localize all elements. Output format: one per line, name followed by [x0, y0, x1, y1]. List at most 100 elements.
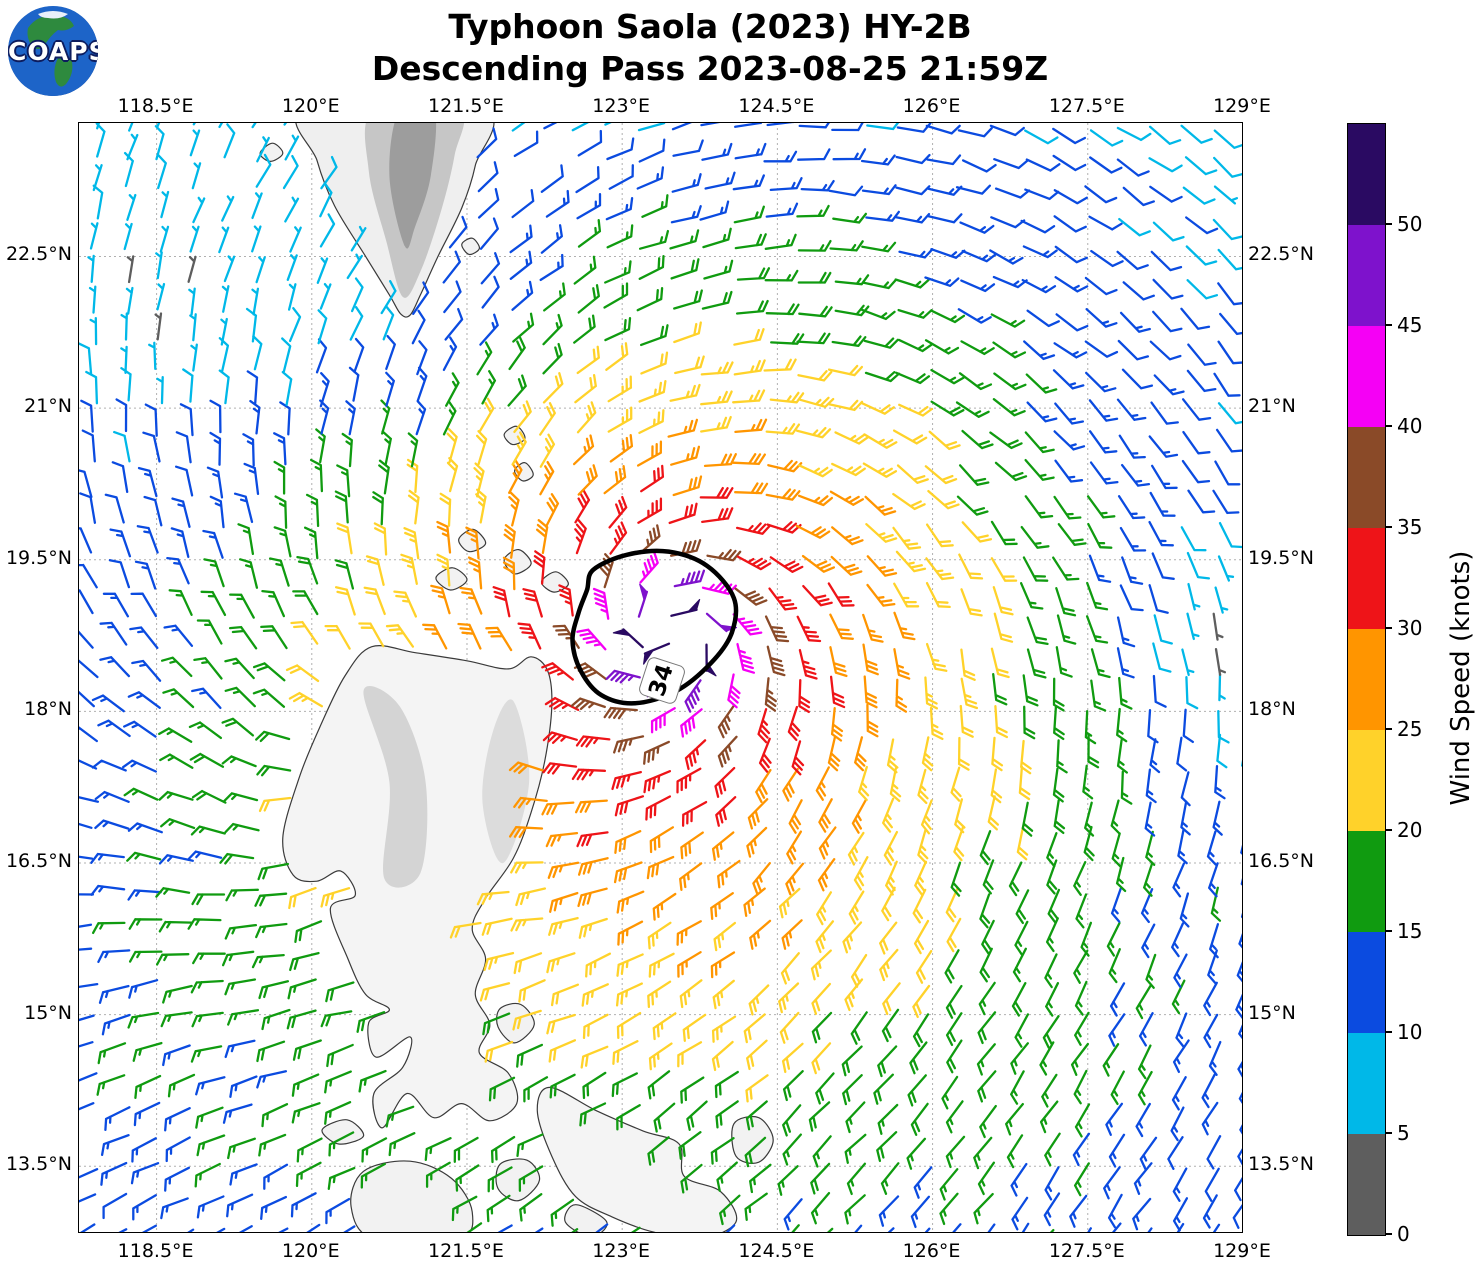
wind-barb	[479, 217, 499, 250]
wind-barb	[992, 275, 1028, 289]
wind-barb	[1039, 1041, 1055, 1076]
wind-barb	[710, 951, 736, 979]
wind-barb	[684, 739, 707, 771]
wind-barb	[1214, 764, 1226, 800]
wind-barb	[764, 677, 777, 712]
wind-barb	[360, 1162, 386, 1189]
wind-barb	[1116, 616, 1136, 648]
wind-barb	[482, 1012, 511, 1036]
wind-barb	[100, 1161, 128, 1186]
wind-barb	[260, 625, 288, 650]
wind-barb	[946, 1039, 963, 1074]
wind-barb	[910, 1195, 931, 1229]
wind-barb	[582, 1013, 609, 1040]
wind-barb	[325, 981, 355, 1003]
wind-barb	[672, 475, 703, 497]
wind-barb	[249, 399, 261, 435]
wind-barb	[223, 255, 236, 283]
wind-barb	[1118, 434, 1146, 459]
wind-barb	[1073, 1069, 1088, 1105]
wind-barb	[640, 351, 669, 375]
lat-tick-left: 22.5°N	[5, 243, 72, 266]
wind-barb	[480, 252, 501, 285]
wind-barb	[1172, 1167, 1188, 1202]
wind-barb	[701, 290, 733, 310]
wind-barb	[710, 892, 734, 921]
wind-barb	[444, 307, 464, 341]
wind-barb	[1052, 767, 1065, 803]
wind-barb	[791, 1224, 800, 1232]
wind-barb	[513, 952, 543, 975]
colorbar-tick	[1385, 627, 1392, 629]
wind-barb	[79, 796, 100, 803]
wind-barb	[416, 340, 428, 376]
wind-barb	[508, 336, 526, 371]
wind-barb	[273, 432, 287, 466]
wind-barb	[282, 154, 299, 190]
wind-barb	[862, 643, 879, 676]
wind-barb	[992, 586, 1014, 616]
wind-barb	[350, 225, 367, 252]
wind-barb	[768, 587, 798, 611]
wind-barb	[442, 250, 461, 284]
wind-barb	[159, 225, 170, 253]
wind-barb	[744, 1136, 767, 1168]
wind-barb	[812, 1135, 832, 1168]
wind-barb	[765, 423, 801, 435]
wind-barb	[647, 1070, 671, 1100]
wind-barb	[1148, 125, 1182, 145]
wind-barb	[606, 224, 634, 249]
wind-barb	[290, 1192, 317, 1218]
wind-barb	[747, 798, 769, 830]
lon-tick-top: 124.5°E	[738, 95, 815, 117]
wind-barb	[1217, 555, 1235, 582]
wind-barb	[191, 789, 227, 804]
lon-tick-bottom: 120°E	[281, 1240, 340, 1262]
wind-barb	[945, 1012, 963, 1047]
wind-barb	[1149, 340, 1182, 361]
wind-barb	[281, 337, 292, 373]
wind-barb	[154, 312, 163, 341]
wind-barb	[639, 324, 669, 347]
wind-barb	[1186, 551, 1211, 580]
wind-barb	[1170, 1106, 1185, 1142]
wind-barb	[154, 125, 165, 161]
wind-barb	[518, 1165, 544, 1192]
wind-barb	[613, 735, 645, 754]
wind-barb	[1014, 1013, 1030, 1048]
wind-barb	[79, 893, 95, 896]
wind-barb	[1024, 458, 1055, 481]
wind-barb	[286, 1009, 317, 1030]
wind-barb	[1020, 525, 1050, 549]
wind-barb	[403, 527, 420, 560]
wind-barb	[991, 736, 1004, 772]
wind-barb	[273, 526, 292, 558]
wind-barb	[1042, 1015, 1060, 1049]
colorbar-tick	[1385, 324, 1392, 326]
wind-barb	[1135, 984, 1152, 1020]
wind-barb	[829, 675, 846, 709]
wind-barb	[673, 569, 706, 588]
wind-barb	[509, 224, 533, 254]
wind-barb	[192, 123, 196, 126]
wind-barb	[484, 1040, 514, 1063]
land-taiwan-ridge	[389, 123, 437, 249]
wind-barb	[190, 343, 198, 372]
wind-barb	[127, 889, 162, 901]
wind-barb	[1073, 861, 1087, 896]
wind-barb	[222, 1103, 253, 1124]
wind-barb	[746, 826, 768, 858]
wind-barb	[863, 675, 878, 709]
wind-barb	[174, 465, 194, 497]
wind-barb	[1217, 402, 1242, 425]
wind-barb	[851, 799, 867, 834]
wind-barb	[1043, 1192, 1061, 1227]
wind-barb	[96, 123, 101, 130]
wind-barb	[239, 558, 259, 589]
wind-barb	[842, 1074, 863, 1106]
wind-barb	[1116, 158, 1150, 177]
wind-barb	[473, 462, 485, 498]
wind-barb	[508, 491, 520, 527]
wind-barb	[120, 312, 128, 341]
wind-barb	[430, 584, 451, 615]
